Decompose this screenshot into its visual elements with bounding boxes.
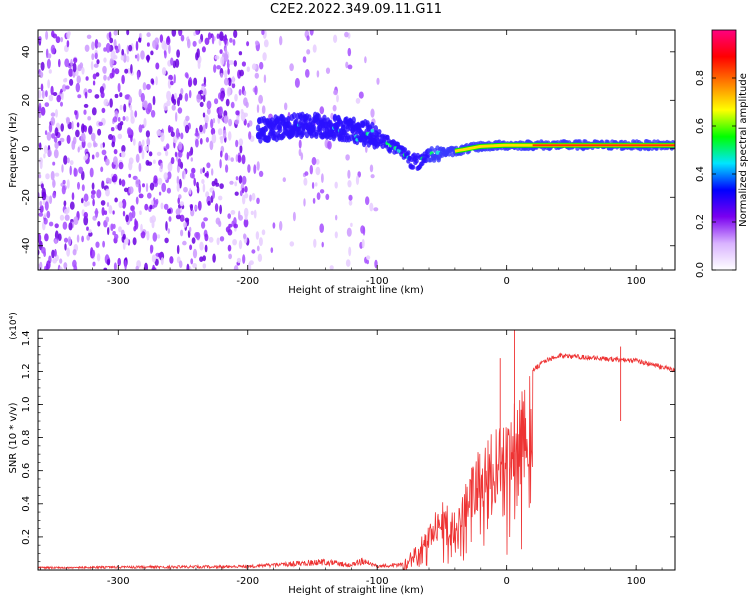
bottom-y-tick-label: 1.0	[21, 397, 32, 413]
bottom-y-tick-label: 0.2	[21, 529, 32, 545]
bottom-y-axis: 0.2 0.4 0.6 0.8 1.0 1.2 1.4	[21, 330, 675, 571]
colorbar-axis: 0.0 0.2 0.4 0.6 0.8	[695, 70, 736, 278]
top-y-tick-label: 20	[21, 94, 32, 107]
top-plot-frame	[37, 29, 676, 271]
colorbar-tick-label: 0.6	[695, 118, 706, 134]
bottom-x-tick-label: -300	[107, 576, 130, 587]
bottom-plot-frame	[37, 329, 676, 571]
top-y-tick-label: -40	[21, 238, 32, 254]
top-y-tick-label: 40	[21, 45, 32, 58]
top-x-tick-label: -100	[366, 276, 389, 287]
top-x-axis: -300 -200 -100 0 100	[40, 30, 663, 287]
bottom-y-tick-label: 1.2	[21, 363, 32, 379]
colorbar-tick-label: 0.0	[695, 262, 706, 278]
bottom-y-tick-label: 0.4	[21, 496, 32, 512]
top-y-axis: -40 -20 0 20 40	[21, 39, 675, 271]
top-x-tick-label: -300	[107, 276, 130, 287]
bottom-x-axis: -300 -200 -100 0 100	[40, 330, 663, 587]
bottom-y-axis-label: SNR (10 * v/v)	[8, 402, 19, 473]
bottom-x-tick-label: 0	[503, 576, 509, 587]
snr-line	[38, 330, 675, 570]
top-x-tick-label: -200	[236, 276, 259, 287]
top-x-tick-label: 0	[503, 276, 509, 287]
page-title: C2E2.2022.349.09.11.G11	[269, 2, 443, 17]
top-y-tick-label: -20	[21, 189, 32, 205]
spectrogram-heatmap	[38, 30, 675, 270]
top-x-tick-label: 100	[627, 276, 646, 287]
bottom-x-tick-label: -200	[236, 576, 259, 587]
snr-series-line	[38, 352, 675, 570]
bottom-x-tick-label: 100	[627, 576, 646, 587]
colorbar-label: Normalized spectral amplitude	[738, 73, 749, 227]
top-y-tick-label: 0	[21, 146, 32, 152]
colorbar-tick-label: 0.2	[695, 214, 706, 230]
bottom-y-tick-label: 0.8	[21, 430, 32, 446]
colorbar	[711, 29, 737, 271]
top-x-axis-label: Height of straight line (km)	[288, 285, 424, 296]
bottom-y-scale-label: (x10⁴)	[9, 312, 19, 339]
top-y-axis-label: Frequency (Hz)	[8, 112, 19, 188]
bottom-x-axis-label: Height of straight line (km)	[288, 585, 424, 596]
bottom-y-tick-label: 0.6	[21, 463, 32, 479]
colorbar-tick-label: 0.8	[695, 70, 706, 86]
colorbar-tick-label: 0.4	[695, 166, 706, 182]
bottom-y-tick-label: 1.4	[21, 330, 32, 346]
bottom-x-tick-label: -100	[366, 576, 389, 587]
